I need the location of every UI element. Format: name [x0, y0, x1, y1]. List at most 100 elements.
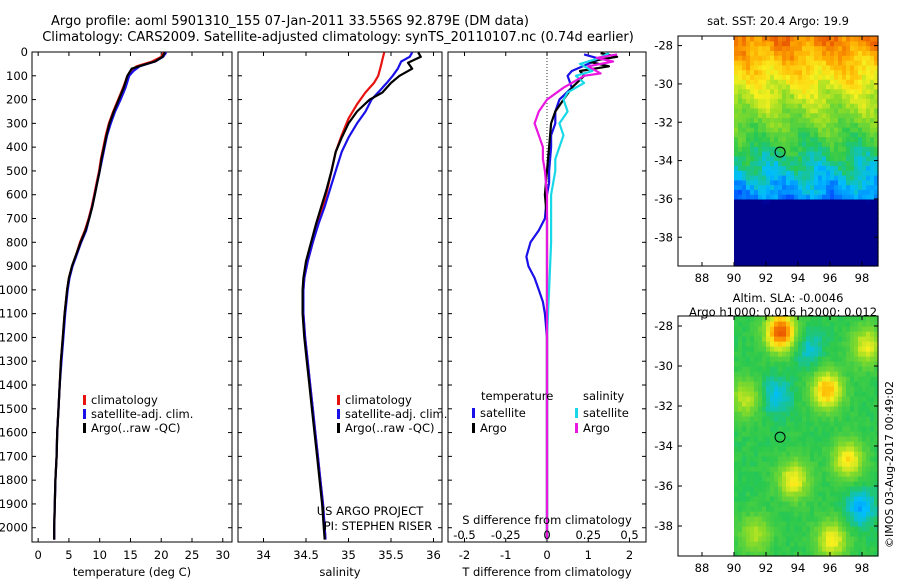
- heatmap-cell: [778, 461, 783, 467]
- heatmap-cell: [862, 406, 867, 412]
- heatmap-cell: [838, 203, 843, 210]
- heatmap-cell: [750, 406, 755, 412]
- heatmap-cell: [782, 451, 787, 457]
- heatmap-cell: [810, 131, 815, 138]
- heatmap-cell: [822, 227, 827, 234]
- heatmap-cell: [858, 421, 863, 427]
- heatmap-cell: [734, 486, 739, 492]
- heatmap-cell: [746, 416, 751, 422]
- heatmap-cell: [830, 396, 835, 402]
- heatmap-cell: [814, 501, 819, 507]
- heatmap-cell: [846, 536, 851, 542]
- heatmap-cell: [790, 531, 795, 537]
- heatmap-cell: [746, 146, 751, 152]
- heatmap-cell: [814, 316, 819, 322]
- x-axis-label: T difference from climatology: [461, 565, 632, 579]
- heatmap-cell: [786, 551, 791, 557]
- heatmap-cell: [734, 203, 739, 210]
- heatmap-cell: [854, 242, 859, 248]
- heatmap-cell: [814, 256, 819, 262]
- heatmap-cell: [810, 321, 815, 327]
- heatmap-cell: [838, 436, 843, 442]
- heatmap-cell: [870, 222, 875, 229]
- heatmap-cell: [862, 203, 867, 210]
- heatmap-cell: [778, 198, 783, 205]
- heatmap-cell: [750, 127, 755, 133]
- heatmap-cell: [746, 40, 751, 47]
- heatmap-cell: [842, 551, 847, 557]
- heatmap-cell: [786, 261, 791, 267]
- heatmap-cell: [754, 396, 759, 402]
- heatmap-cell: [850, 194, 855, 200]
- heatmap-cell: [826, 351, 831, 357]
- heatmap-cell: [818, 461, 823, 467]
- lon-tick-label: 98: [855, 561, 870, 575]
- heatmap-cell: [746, 451, 751, 457]
- heatmap-cell: [750, 496, 755, 502]
- heatmap-cell: [770, 411, 775, 417]
- heatmap-cell: [838, 351, 843, 357]
- heatmap-cell: [762, 506, 767, 512]
- heatmap-cell: [874, 531, 879, 537]
- heatmap-cell: [802, 461, 807, 467]
- heatmap-cell: [858, 251, 863, 257]
- heatmap-cell: [770, 361, 775, 367]
- heatmap-cell: [802, 521, 807, 527]
- heatmap-cell: [826, 361, 831, 367]
- heatmap-cell: [834, 456, 839, 462]
- heatmap-cell: [826, 175, 831, 181]
- heatmap-cell: [854, 165, 859, 171]
- heatmap-cell: [830, 356, 835, 362]
- heatmap-cell: [738, 203, 743, 210]
- heatmap-cell: [750, 326, 755, 332]
- heatmap-cell: [826, 386, 831, 392]
- heatmap-cell: [798, 246, 803, 253]
- heatmap-cell: [818, 501, 823, 507]
- heatmap-cell: [790, 326, 795, 332]
- heatmap-cell: [814, 45, 819, 51]
- heatmap-cell: [762, 50, 767, 56]
- heatmap-cell: [734, 526, 739, 532]
- heatmap-cell: [866, 141, 871, 147]
- heatmap-cell: [806, 421, 811, 427]
- depth-tick-label: 1200: [0, 330, 28, 344]
- heatmap-cell: [870, 189, 875, 195]
- heatmap-cell: [794, 541, 799, 547]
- heatmap-cell: [802, 351, 807, 357]
- heatmap-cell: [770, 351, 775, 357]
- heatmap-cell: [846, 456, 851, 462]
- heatmap-cell: [782, 227, 787, 234]
- heatmap-cell: [750, 386, 755, 392]
- heatmap-cell: [874, 361, 879, 367]
- heatmap-cell: [870, 213, 875, 219]
- heatmap-cell: [842, 194, 847, 200]
- heatmap-cell: [858, 55, 863, 61]
- heatmap-cell: [754, 356, 759, 362]
- heatmap-cell: [834, 371, 839, 377]
- heatmap-cell: [786, 160, 791, 166]
- heatmap-cell: [874, 232, 879, 238]
- heatmap-cell: [830, 381, 835, 387]
- heatmap-cell: [838, 331, 843, 337]
- heatmap-cell: [862, 426, 867, 432]
- heatmap-cell: [838, 466, 843, 472]
- heatmap-cell: [830, 531, 835, 537]
- heatmap-cell: [842, 36, 847, 42]
- heatmap-cell: [758, 251, 763, 257]
- heatmap-cell: [822, 516, 827, 522]
- heatmap-cell: [830, 476, 835, 482]
- heatmap-cell: [870, 551, 875, 557]
- heatmap-cell: [750, 446, 755, 452]
- heatmap-cell: [758, 441, 763, 447]
- heatmap-cell: [754, 536, 759, 542]
- heatmap-cell: [802, 381, 807, 387]
- heatmap-cell: [802, 366, 807, 372]
- heatmap-cell: [874, 83, 879, 90]
- heatmap-cell: [786, 83, 791, 90]
- heatmap-cell: [822, 246, 827, 253]
- heatmap-cell: [794, 521, 799, 527]
- heatmap-cell: [774, 141, 779, 147]
- heatmap-cell: [866, 251, 871, 257]
- heatmap-cell: [738, 471, 743, 477]
- heatmap-cell: [786, 431, 791, 437]
